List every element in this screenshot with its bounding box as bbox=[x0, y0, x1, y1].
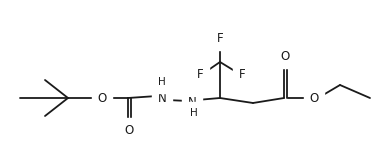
Text: F: F bbox=[217, 31, 223, 45]
Text: F: F bbox=[239, 69, 245, 82]
Text: O: O bbox=[309, 91, 319, 104]
Text: F: F bbox=[197, 69, 203, 82]
Text: N: N bbox=[158, 91, 166, 104]
Text: H: H bbox=[158, 77, 166, 87]
Text: N: N bbox=[188, 97, 196, 109]
Text: O: O bbox=[97, 91, 107, 104]
Text: O: O bbox=[281, 49, 289, 63]
Text: H: H bbox=[190, 108, 198, 118]
Text: O: O bbox=[125, 124, 133, 137]
